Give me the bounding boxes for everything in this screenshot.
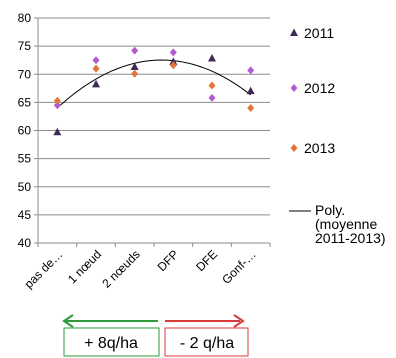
y-tick-label: 75 — [18, 39, 32, 53]
arrow-right-head — [233, 314, 245, 328]
y-tick-label: 60 — [18, 124, 32, 138]
gridlines — [38, 17, 270, 244]
x-tick-label: DFE — [193, 247, 220, 274]
y-tick-label: 45 — [18, 208, 32, 222]
gain-label: + 8q/ha — [84, 335, 138, 352]
point-2011-3 — [169, 57, 178, 65]
y-tick-label: 50 — [18, 180, 32, 194]
legend-marker-2011 — [290, 28, 298, 36]
point-2012-1 — [92, 56, 100, 65]
x-tick-label: pas de… — [22, 247, 66, 291]
point-2012-3 — [169, 48, 177, 57]
legend-marker-2012 — [290, 84, 298, 92]
legend-label-2011: 2011 — [304, 25, 334, 41]
point-2013-2 — [131, 69, 139, 78]
point-2012-2 — [131, 46, 139, 55]
y-tick-label: 65 — [18, 95, 32, 109]
legend-label-2012: 2012 — [304, 80, 335, 96]
legend-trendline-label: (moyenne — [315, 216, 377, 232]
y-tick-label: 80 — [18, 11, 32, 25]
data-points — [53, 46, 255, 136]
point-2012-4 — [208, 93, 216, 102]
trendline-curve — [56, 59, 251, 109]
point-2013-0 — [53, 96, 61, 105]
point-2012-5 — [247, 66, 255, 75]
x-tick-label: Gonf-… — [219, 247, 259, 287]
trendline — [56, 59, 251, 109]
point-2011-4 — [208, 54, 216, 62]
annotations: + 8q/ha - 2 q/ha — [62, 314, 249, 357]
legend-label-2013: 2013 — [304, 140, 335, 156]
point-2013-5 — [247, 104, 255, 112]
point-2011-5 — [246, 86, 255, 95]
point-2011-2 — [130, 62, 139, 70]
legend-trendline-label: 2011-2013) — [315, 230, 386, 246]
point-2013-1 — [92, 64, 100, 73]
x-tick-label: 2 nœuds — [99, 247, 142, 290]
loss-label: - 2 q/ha — [180, 335, 234, 352]
point-2011-0 — [53, 127, 62, 136]
gain-box — [63, 327, 160, 357]
point-2012-0 — [53, 101, 61, 110]
legend-marker-2013 — [290, 144, 298, 152]
point-2011-1 — [92, 79, 100, 88]
legend-trendline-label: Poly. — [315, 202, 345, 218]
y-tick-label: 55 — [18, 152, 32, 166]
y-tick-label: 40 — [18, 236, 32, 250]
y-axis: 40 45 50 55 60 65 70 75 80 — [18, 11, 39, 250]
x-tick-label: DFP — [155, 247, 182, 274]
y-tick-label: 70 — [18, 67, 32, 81]
point-2013-3 — [169, 61, 177, 70]
arrow-left-head — [62, 314, 74, 328]
loss-box — [164, 327, 249, 357]
point-2013-4 — [208, 81, 216, 90]
